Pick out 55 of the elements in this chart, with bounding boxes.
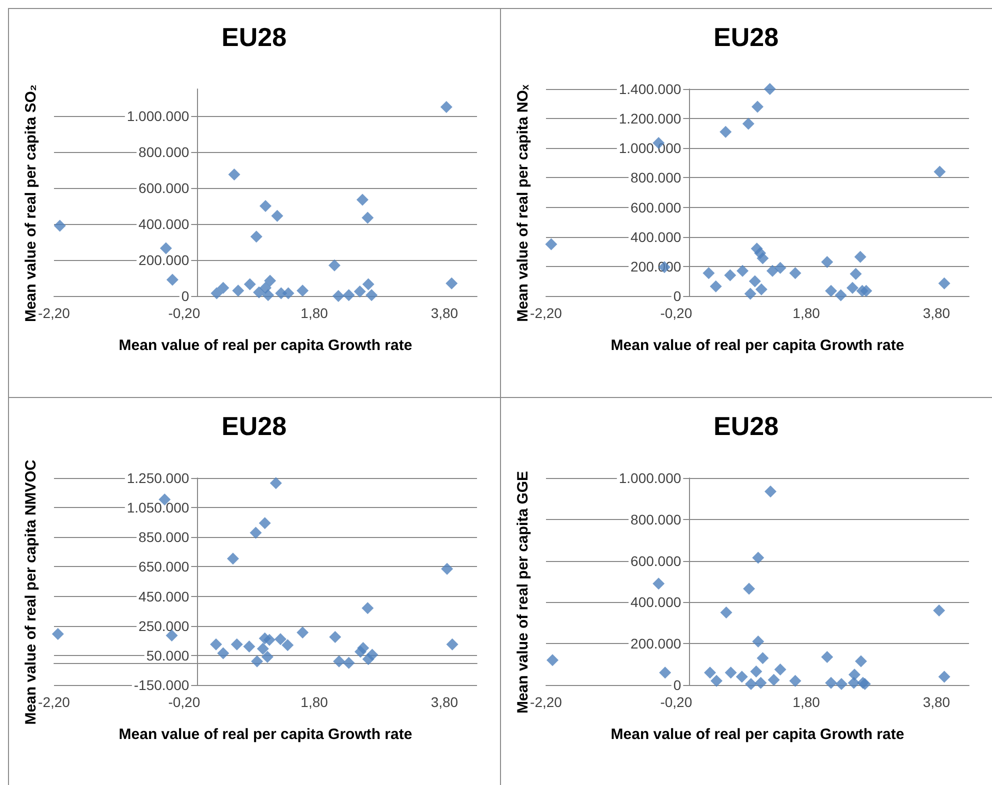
y-tick-label: 600.000 [630, 552, 682, 568]
y-tick-label: 600.000 [630, 199, 682, 216]
y-tick-label: 50.000 [146, 646, 190, 663]
y-tick-label: 0 [673, 288, 682, 304]
x-axis-title: Mean value of real per capita Growth rate [610, 726, 904, 742]
chart-title: EU28 [221, 22, 287, 52]
y-tick-label: 1.000.000 [618, 140, 682, 156]
y-tick-label: 1.400.000 [618, 81, 682, 97]
y-tick-label: 1.050.000 [126, 499, 190, 516]
x-tick-label: -2,20 [38, 694, 70, 710]
y-tick-label: 650.000 [138, 558, 190, 574]
x-tick-label: 1,80 [300, 694, 328, 710]
x-tick-label: -2,20 [38, 305, 70, 321]
y-tick-label: 0 [181, 288, 190, 304]
y-tick-label: 200.000 [630, 635, 682, 652]
y-axis-title: Mean value of real per capita NMVOC [22, 459, 40, 724]
y-tick-label: 800.000 [630, 170, 682, 186]
y-tick-label: 200.000 [138, 252, 190, 268]
x-axis-title: Mean value of real per capita Growth rate [610, 337, 904, 354]
y-tick-label: 0 [673, 676, 682, 692]
x-tick-label: 3,80 [430, 694, 458, 710]
y-tick-label: 1.000.000 [126, 108, 190, 124]
y-tick-label: 600.000 [138, 180, 190, 196]
x-tick-label: 3,80 [430, 305, 458, 321]
x-tick-label: -0,20 [168, 694, 200, 710]
y-tick-label: 400.000 [630, 228, 682, 245]
y-tick-label: 450.000 [138, 588, 190, 604]
y-tick-label: -150.000 [134, 676, 190, 692]
x-axis-title: Mean value of real per capita Growth rate [118, 726, 412, 742]
x-tick-label: 1,80 [792, 305, 820, 321]
chart-title: EU28 [713, 410, 779, 440]
y-tick-label: 1.000.000 [618, 470, 682, 486]
y-axis-title: Mean value of real per capita NOₓ [514, 84, 532, 322]
y-tick-label: 800.000 [138, 144, 190, 160]
x-tick-label: -0,20 [660, 694, 692, 710]
y-tick-label: 400.000 [138, 216, 190, 232]
x-tick-label: -2,20 [530, 305, 562, 321]
x-tick-label: -2,20 [530, 694, 562, 710]
x-tick-label: 3,80 [922, 694, 950, 710]
chart-title: EU28 [713, 22, 779, 52]
y-tick-label: 1.250.000 [126, 470, 190, 486]
x-tick-label: -0,20 [168, 305, 200, 321]
chart-title: EU28 [221, 410, 287, 440]
y-tick-label: 1.200.000 [618, 110, 682, 127]
y-tick-label: 850.000 [138, 528, 190, 545]
x-axis-title: Mean value of real per capita Growth rate [118, 337, 412, 354]
x-tick-label: 3,80 [922, 305, 950, 321]
y-tick-label: 400.000 [630, 594, 682, 610]
x-tick-label: -0,20 [660, 305, 692, 321]
y-axis-title: Mean value of real per capita GGE [514, 470, 532, 714]
x-tick-label: 1,80 [300, 305, 328, 321]
y-tick-label: 800.000 [630, 510, 682, 527]
x-tick-label: 1,80 [792, 694, 820, 710]
y-tick-label: 250.000 [138, 617, 190, 634]
y-axis-title: Mean value of real per capita SO₂ [22, 84, 40, 322]
